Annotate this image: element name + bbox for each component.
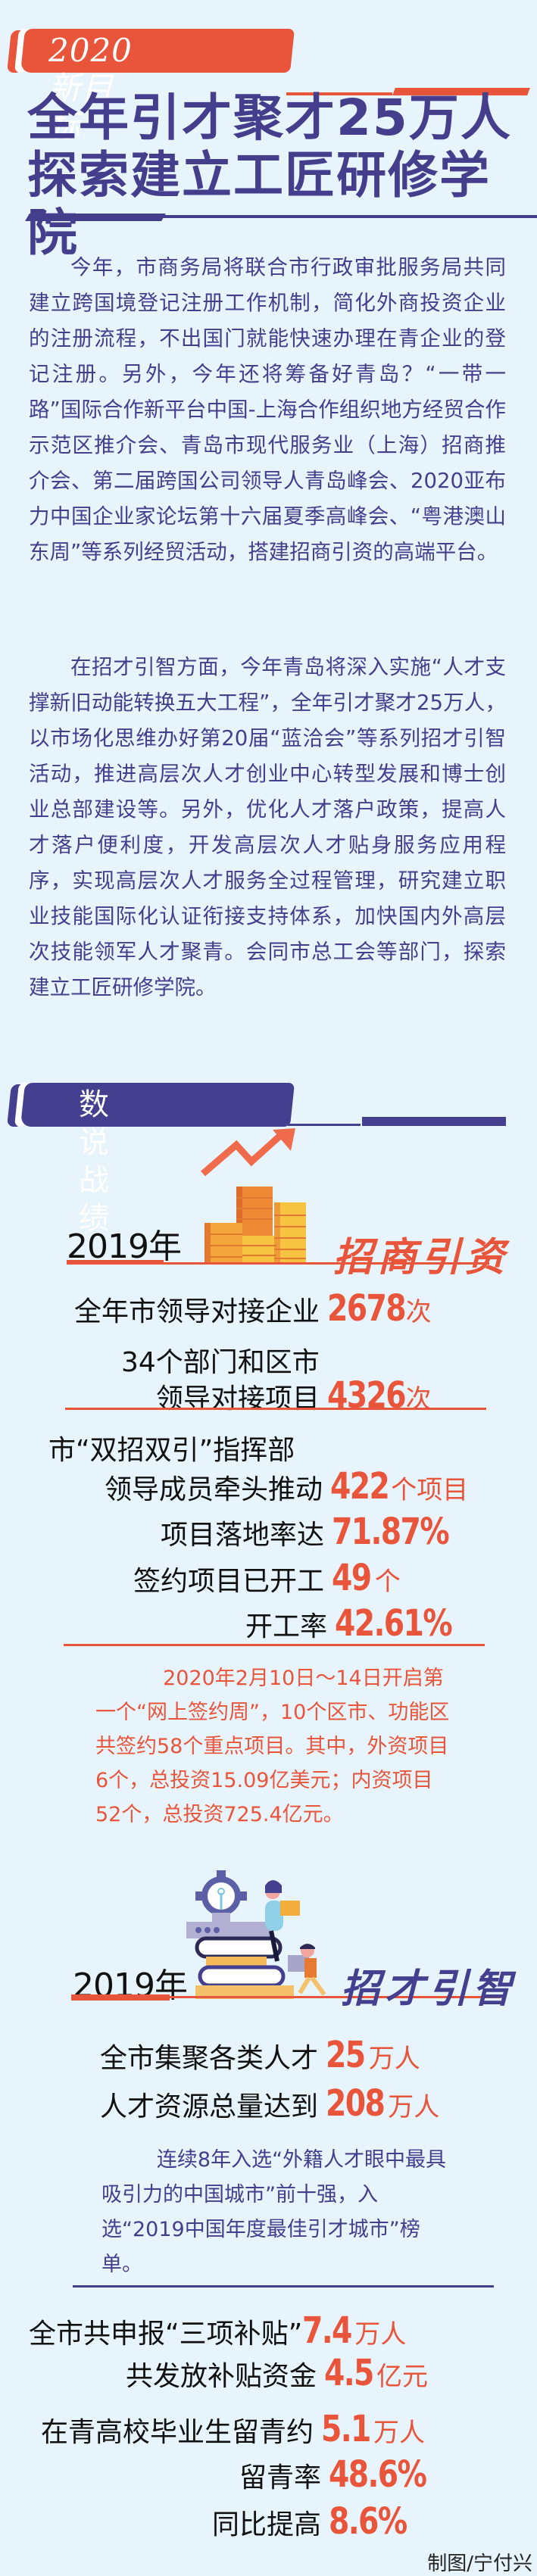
stat-label: 在青高校毕业生留青约 [41,2417,314,2448]
banner-rule-thick [362,1117,506,1126]
stat-label: 全市共申报“三项补贴” [29,2319,303,2350]
stat-value: 4.5 [324,2352,374,2394]
stat-value: 25 [326,2034,366,2076]
investment-title: 招商引资 [333,1235,510,1280]
stat-label: 人才资源总量达到 [100,2091,319,2122]
stat-label: 全年市领导对接企业 [74,1296,320,1327]
stat-value: 5.1 [321,2408,371,2450]
investment-header-rule [164,1262,489,1265]
stat-label: 开工率 [245,1611,328,1642]
stat-value: 48.6% [329,2453,427,2496]
banner-rule-thin [288,1124,361,1126]
stat-row: 全市集聚各类人才 25 万人 [100,2034,420,2076]
banner-label: 2020新目标 [48,32,133,145]
banner-tab [20,1083,295,1127]
stat-unit: 万人 [368,2044,420,2074]
stat-label-line1: 市“双招双引”指挥部 [48,1435,295,1466]
stat-label: 签约项目已开工 [133,1566,325,1597]
talent-header-rule [170,1996,500,1998]
headline-line-1: 全年引才聚才25万人 [27,89,512,147]
graphic-credit: 制图/宁付兴 [427,2553,532,2575]
stat-row: 项目落地率达 71.87% [161,1511,474,1553]
stat-label: 领导对接项目 [156,1383,320,1414]
talent-title: 招才引智 [341,1966,517,2012]
stat-row: 开工率 42.61% [245,1602,477,1645]
stat-label: 全市集聚各类人才 [100,2043,319,2074]
investment-note: 2020年2月10日～14日开启第一个“网上签约周”，10个区市、功能区共签约5… [95,1667,450,1826]
stat-value: 422 [330,1465,390,1508]
stat-label: 共发放补贴资金 [126,2361,317,2392]
stat-unit: 万人 [354,2319,407,2350]
stat-row: 领导成员牵头推动 422 个项目 [105,1465,468,1508]
stat-value: 71.87% [332,1511,450,1553]
stat-value: 2678 [327,1287,407,1330]
talent-note: 连续8年入选“外籍人才眼中最具吸引力的中国城市”前十强，入选“2019中国年度最… [101,2148,447,2276]
stat-row: 在青高校毕业生留青约 5.1 万人 [41,2408,425,2450]
investment-year-underline [67,1260,164,1265]
stat-unit: 万人 [388,2092,440,2122]
stat-value: 49 [332,1557,372,1599]
headline-line-2: 探索建立工匠研修学院 [27,146,491,262]
stat-label: 同比提高 [212,2509,322,2540]
stat-value: 208 [326,2082,386,2125]
investment-year: 2019年 [67,1227,182,1266]
article-paragraph-2: 在招才引智方面，今年青岛将深入实施“人才支撑新旧动能转换五大工程”，全年引才聚才… [29,655,506,1000]
banner-rule-thin [286,92,392,95]
talent-books-icon [176,1870,335,1999]
stat-row: 签约项目已开工 49 个 [133,1557,401,1599]
stat-row: 同比提高 8.6% [212,2500,423,2543]
stat-row: 领导对接项目 4326 次 [156,1374,432,1417]
talent-year-underline [71,1994,170,2001]
stat-value: 42.61% [335,1602,453,1645]
article-paragraph-1: 今年，市商务局将联合市行政审批服务局共同建立跨国境登记注册工作机制，简化外商投资… [29,255,506,564]
stat-unit: 个项目 [391,1475,469,1505]
stat-unit: 万人 [373,2418,426,2448]
stat-row: 人才资源总量达到 208 万人 [100,2082,439,2125]
headline-rule-thick [25,214,166,221]
stat-row: 全市共申报“三项补贴” 7.4 万人 [29,2309,406,2352]
section-divider [65,1408,486,1410]
stat-unit: 次 [405,1297,432,1327]
stat-label-line1: 34个部门和区市 [121,1347,320,1378]
headline-rule-thin [151,215,537,218]
stat-row: 共发放补贴资金 4.5 亿元 [126,2352,428,2394]
section-divider [73,2285,494,2288]
stat-value: 8.6% [329,2500,407,2543]
stat-unit: 亿元 [376,2362,429,2392]
stat-unit: 个 [374,1567,401,1597]
stat-value: 7.4 [302,2309,352,2352]
stat-label: 项目落地率达 [161,1520,325,1551]
stat-value: 4326 [327,1374,407,1417]
coins-growth-icon [198,1128,312,1265]
banner-label: 数说战绩 [79,1087,110,1236]
stat-label: 留青率 [239,2462,322,2493]
stat-row: 留青率 48.6% [239,2453,448,2496]
stat-label: 领导成员牵头推动 [105,1474,323,1505]
stat-row: 全年市领导对接企业 2678 次 [74,1287,432,1330]
page-headline: 全年引才聚才25万人 探索建立工匠研修学院 [27,89,520,262]
section-divider [64,1644,485,1646]
